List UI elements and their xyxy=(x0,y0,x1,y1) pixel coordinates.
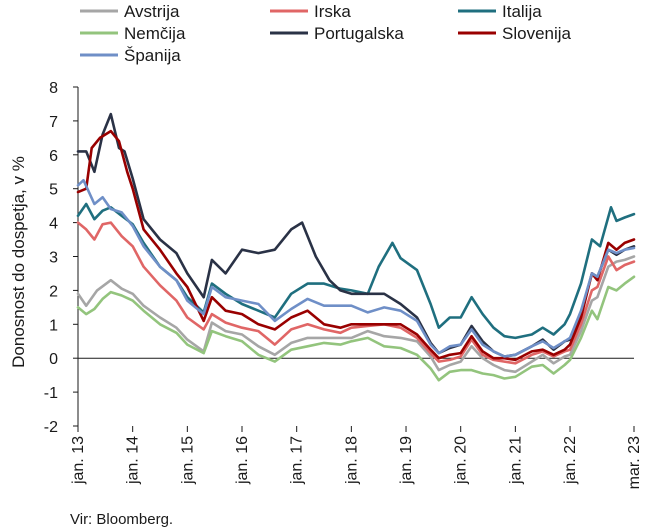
series-line-avstrija xyxy=(76,255,636,374)
legend-item: Slovenija xyxy=(458,24,572,43)
x-tick-label: jan. 22 xyxy=(562,436,579,485)
series-line-španija xyxy=(76,178,636,358)
legend-label: Španija xyxy=(124,46,181,65)
y-tick-label: 3 xyxy=(49,250,58,267)
legend-item: Avstrija xyxy=(80,2,180,21)
legend-label: Italija xyxy=(502,2,542,21)
legend-item: Nemčija xyxy=(80,24,186,43)
legend-item: Irska xyxy=(270,2,351,21)
y-tick-label: 0 xyxy=(49,351,58,368)
source-note: Vir: Bloomberg. xyxy=(70,511,173,528)
legend-item: Portugalska xyxy=(270,24,404,43)
y-axis-label: Donosnost do dospetja, v % xyxy=(9,156,28,368)
series-line-portugalska xyxy=(76,112,636,358)
legend-label: Portugalska xyxy=(314,24,404,43)
x-tick-label: jan. 14 xyxy=(125,436,142,485)
x-tick-label: jan. 15 xyxy=(179,436,196,485)
x-tick-label: jan. 13 xyxy=(70,436,87,485)
y-tick-label: 4 xyxy=(49,216,58,233)
x-tick-label: jan. 17 xyxy=(289,436,306,485)
plot-area xyxy=(76,112,636,382)
legend-label: Irska xyxy=(314,2,351,21)
y-tick-label: -1 xyxy=(44,385,58,402)
x-tick-label: jan. 18 xyxy=(343,436,360,485)
y-tick-label: 2 xyxy=(49,283,58,300)
y-tick-label: 6 xyxy=(49,148,58,165)
x-axis: jan. 13 jan. 14 jan. 15 jan. 16 jan. 17 jan. … xyxy=(70,357,643,489)
y-axis: -2 -1 0 1 2 3 4 5 6 7 8 xyxy=(44,80,79,436)
x-tick-label: jan. 16 xyxy=(234,436,251,485)
y-tick-label: -2 xyxy=(44,419,58,436)
legend-label: Avstrija xyxy=(124,2,180,21)
x-tick-label: mar. 23 xyxy=(626,436,643,489)
legend-item: Italija xyxy=(458,2,542,21)
x-tick-label: jan. 19 xyxy=(398,436,415,485)
x-tick-label: jan. 21 xyxy=(507,436,524,485)
legend-item: Španija xyxy=(80,46,181,65)
series-line-nemčija xyxy=(76,275,636,382)
legend-label: Nemčija xyxy=(124,24,186,43)
x-tick-label: jan. 20 xyxy=(453,436,470,485)
y-tick-label: 8 xyxy=(49,80,58,97)
legend-label: Slovenija xyxy=(502,24,572,43)
y-tick-label: 7 xyxy=(49,114,58,131)
y-tick-label: 1 xyxy=(49,317,58,334)
legend: Avstrija Irska Italija Nemčija Portugalska Sl… xyxy=(80,2,572,65)
series-line-slovenija xyxy=(76,129,636,362)
y-tick-label: 5 xyxy=(49,182,58,199)
